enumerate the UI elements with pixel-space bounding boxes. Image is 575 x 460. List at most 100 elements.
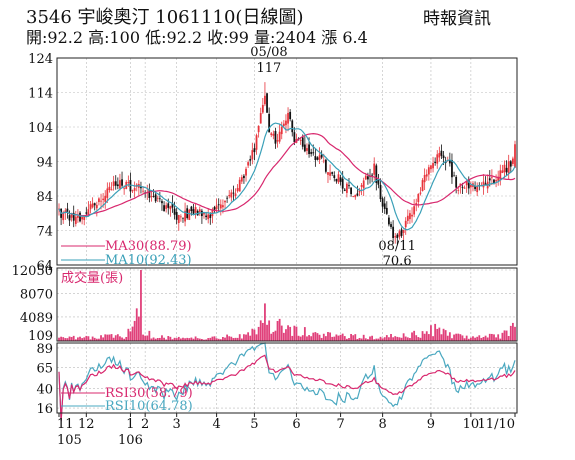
- candle-body: [198, 209, 201, 212]
- volume-bar: [488, 333, 491, 341]
- volume-bar: [310, 336, 313, 341]
- candle-body: [312, 152, 315, 154]
- candle-body: [406, 215, 409, 221]
- volume-bar: [257, 326, 260, 341]
- candle-body: [320, 154, 323, 158]
- candle-body: [373, 163, 376, 175]
- candle-body: [163, 205, 165, 212]
- volume-bar: [219, 339, 222, 341]
- price-tick-label: 64: [36, 259, 53, 274]
- candle-body: [352, 196, 355, 197]
- candle-body: [79, 212, 81, 222]
- candle-body: [474, 186, 476, 190]
- candle-body: [337, 174, 340, 183]
- volume-bar: [459, 334, 462, 341]
- month-tick-label: 4: [212, 417, 220, 432]
- volume-bar: [173, 337, 176, 341]
- candle-body: [333, 175, 336, 178]
- candle-body: [371, 174, 374, 176]
- candle-body: [158, 198, 161, 200]
- candle-body: [190, 206, 193, 212]
- volume-bar: [125, 336, 128, 341]
- price-tick-label: 104: [28, 121, 53, 136]
- candle-body: [455, 176, 458, 188]
- high-value-annotation: 117: [257, 61, 282, 76]
- volume-bar: [467, 338, 470, 341]
- candle-body: [268, 113, 271, 133]
- candle-body: [392, 226, 395, 238]
- volume-bar: [453, 334, 455, 341]
- volume-bar: [243, 334, 245, 341]
- volume-bar: [291, 335, 294, 341]
- volume-bar: [297, 335, 300, 341]
- candle-body: [310, 152, 313, 154]
- volume-bar: [100, 335, 102, 341]
- candle-body: [322, 160, 325, 162]
- volume-bar: [171, 339, 174, 341]
- candle-body: [95, 204, 98, 209]
- volume-bar: [434, 323, 437, 341]
- candle-body: [490, 177, 493, 179]
- candle-body: [276, 140, 279, 142]
- volume-bar: [85, 335, 88, 341]
- candle-body: [308, 144, 310, 155]
- volume-bar: [312, 332, 315, 341]
- volume-bar: [228, 336, 231, 341]
- candle-body: [150, 196, 153, 197]
- volume-bar: [93, 337, 96, 341]
- month-tick-label: 12: [78, 417, 95, 432]
- volume-bar: [295, 326, 298, 341]
- volume-bar: [74, 339, 77, 341]
- volume-bar: [148, 330, 151, 341]
- candle-body: [514, 144, 516, 168]
- candle-body: [293, 132, 296, 143]
- volume-bar: [472, 336, 474, 341]
- candle-body: [291, 120, 294, 133]
- candle-body: [499, 170, 502, 181]
- volume-bar: [322, 333, 325, 341]
- volume-bar: [188, 338, 191, 341]
- volume-bar: [343, 336, 346, 341]
- candle-body: [348, 185, 350, 187]
- volume-bar: [209, 337, 212, 341]
- volume-bar: [123, 338, 126, 341]
- candle-body: [507, 161, 510, 174]
- candle-body: [114, 181, 117, 186]
- volume-bar: [303, 327, 306, 341]
- candle-body: [169, 206, 172, 210]
- volume-bar: [377, 338, 380, 341]
- candle-body: [511, 158, 514, 164]
- candle-body: [266, 93, 268, 113]
- volume-bar: [442, 328, 445, 341]
- volume-bar: [116, 334, 119, 341]
- volume-bar: [394, 336, 397, 341]
- rsi-tick-label: 65: [36, 362, 53, 377]
- volume-bar: [289, 326, 292, 341]
- volume-bar: [238, 334, 241, 341]
- candle-body: [219, 204, 222, 209]
- volume-bar: [255, 334, 258, 341]
- candle-body: [314, 156, 317, 161]
- month-tick-label: 6: [292, 417, 300, 432]
- volume-bar: [163, 337, 165, 341]
- volume-bar: [392, 337, 395, 341]
- candle-body: [438, 152, 441, 158]
- month-tick-label: 1: [126, 417, 134, 432]
- volume-bar: [451, 338, 453, 341]
- ma30-legend: MA30(88.79): [105, 239, 192, 254]
- volume-bar: [154, 338, 157, 341]
- high-date-annotation: 05/08: [250, 45, 287, 60]
- candle-body: [385, 207, 388, 214]
- ma10-legend: MA10(92.43): [105, 253, 192, 268]
- candle-body: [192, 209, 195, 214]
- candle-body: [236, 188, 239, 192]
- chart-title: 3546 宇峻奧汀 1061110(日線圖): [26, 7, 304, 28]
- volume-bar: [493, 334, 495, 341]
- candle-body: [222, 205, 224, 208]
- candle-body: [251, 150, 254, 160]
- candle-body: [224, 200, 226, 203]
- candle-body: [282, 123, 285, 127]
- volume-bar: [293, 325, 296, 341]
- candle-body: [116, 184, 119, 187]
- volume-bar: [486, 337, 489, 341]
